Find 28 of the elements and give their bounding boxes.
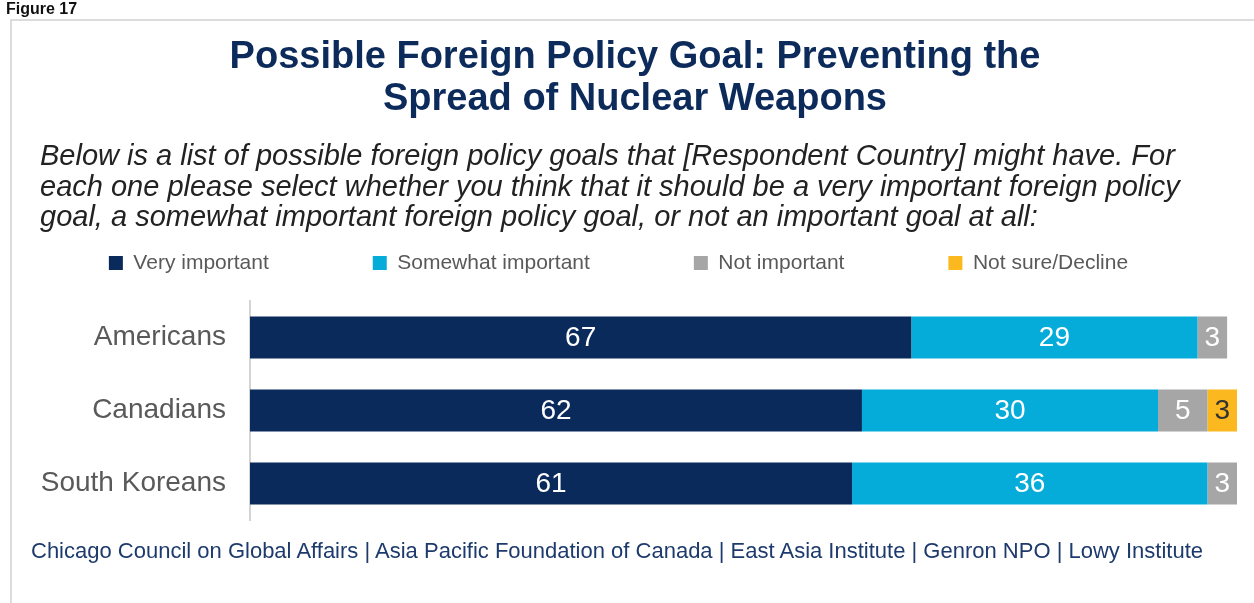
data-label: 29 — [1038, 321, 1070, 353]
data-label: 30 — [994, 394, 1026, 426]
data-label: 36 — [1014, 467, 1046, 499]
data-label: 3 — [1214, 394, 1230, 426]
data-label: 3 — [1204, 321, 1221, 353]
y-tick-label: Americans — [93, 320, 226, 352]
y-tick-label: South Koreans — [40, 466, 226, 498]
chart-subtitle: Below is a list of possible foreign policy goals that [Respondent Country] might have. For each one please select whether you think that it should be a very important foreign policy goal, a somewhat important foreign policy goal, or not an important goal at all: — [40, 139, 1182, 232]
data-label: 3 — [1214, 467, 1230, 499]
text: Chicago Council on Global Affairs | Asia Pacific Foundation of Canada | East Asia Institute | Genron NPO | Lowy Institute — [31, 538, 1204, 564]
legend-label: Somewhat important — [397, 249, 591, 273]
bar — [861, 389, 1159, 432]
bar — [250, 316, 912, 359]
legend-label: Very important — [133, 249, 269, 273]
bar — [250, 389, 862, 432]
y-tick-label: Canadians — [92, 393, 226, 425]
bar — [1158, 389, 1208, 432]
caption: Figure 17 — [6, 0, 78, 18]
legend-label: Not sure/Decline — [972, 249, 1129, 273]
bar — [852, 462, 1208, 505]
bar — [250, 462, 853, 505]
data-label: 61 — [535, 467, 567, 499]
data-label: 62 — [540, 394, 572, 426]
data-label: 67 — [565, 321, 597, 353]
bar — [911, 316, 1198, 359]
legend-label: Not important — [718, 249, 845, 273]
chart-title: Possible Foreign Policy Goal: Preventing the Spread of Nuclear Weapons — [228, 34, 1042, 118]
data-label: 5 — [1174, 394, 1191, 426]
